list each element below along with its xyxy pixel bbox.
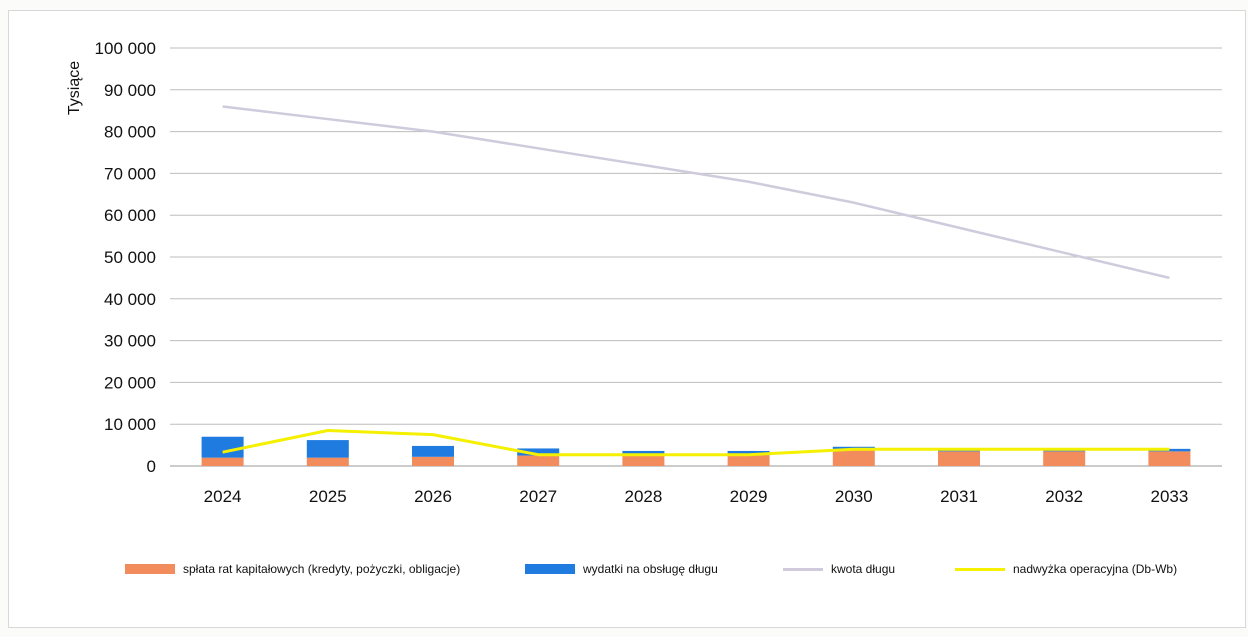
x-tick-label: 2027 xyxy=(519,487,557,506)
legend-item-operating-surplus: nadwyżka operacyjna (Db-Wb) xyxy=(955,562,1177,576)
y-axis-title: Tysiące xyxy=(66,61,83,115)
y-tick-label: 40 000 xyxy=(104,290,156,309)
bar-capital-repayment xyxy=(938,451,980,466)
y-tick-label: 60 000 xyxy=(104,206,156,225)
y-tick-label: 10 000 xyxy=(104,415,156,434)
x-tick-label: 2026 xyxy=(414,487,452,506)
bar-capital-repayment xyxy=(201,457,244,466)
bar-debt-service xyxy=(517,448,560,456)
bars-layer xyxy=(201,436,1191,466)
bar-capital-repayment xyxy=(517,455,560,466)
bar-capital-repayment xyxy=(306,457,349,466)
lines-layer xyxy=(222,105,1170,457)
x-tick-label: 2031 xyxy=(940,487,978,506)
legend-swatch-debt-amount xyxy=(783,567,823,571)
legend: spłata rat kapitałowych (kredyty, pożycz… xyxy=(0,562,1248,594)
legend-item-debt-service: wydatki na obsługę długu xyxy=(525,562,718,576)
line-debt-amount xyxy=(222,105,1170,280)
y-tick-label: 80 000 xyxy=(104,123,156,142)
bar-capital-repayment xyxy=(1043,451,1086,466)
legend-item-debt-amount: kwota długu xyxy=(783,562,895,576)
line-operating-surplus xyxy=(222,428,1170,457)
y-tick-label: 50 000 xyxy=(104,248,156,267)
grid-layer xyxy=(170,47,1222,467)
chart-frame xyxy=(8,10,1246,628)
y-tick-label: 100 000 xyxy=(95,39,156,58)
ticks-layer: 0 10 000 20 000 30 000 40 000 50 000 60 000 70 … xyxy=(95,39,1189,506)
bar-debt-service xyxy=(306,440,349,458)
bar-capital-repayment xyxy=(622,455,665,466)
bar-capital-repayment xyxy=(1148,451,1191,466)
legend-label-capital-repayment: spłata rat kapitałowych (kredyty, pożycz… xyxy=(183,562,461,576)
x-tick-label: 2033 xyxy=(1150,487,1188,506)
x-tick-label: 2025 xyxy=(309,487,347,506)
legend-swatch-debt-service xyxy=(525,564,575,574)
legend-item-capital-repayment: spłata rat kapitałowych (kredyty, pożycz… xyxy=(125,562,460,576)
x-tick-label: 2032 xyxy=(1045,487,1083,506)
x-tick-label: 2029 xyxy=(730,487,768,506)
bar-debt-service xyxy=(727,450,770,456)
legend-label-debt-service: wydatki na obsługę długu xyxy=(583,562,718,576)
bar-capital-repayment xyxy=(832,449,875,466)
legend-swatch-capital-repayment xyxy=(125,564,175,574)
legend-label-debt-amount: kwota długu xyxy=(831,562,896,576)
bar-capital-repayment xyxy=(412,456,454,466)
x-tick-label: 2030 xyxy=(835,487,873,506)
bar-debt-service xyxy=(201,436,244,458)
legend-label-operating-surplus: nadwyżka operacyjna (Db-Wb) xyxy=(1013,562,1178,576)
y-tick-label: 90 000 xyxy=(104,81,156,100)
legend-swatch-operating-surplus xyxy=(955,567,1005,571)
x-tick-label: 2024 xyxy=(204,487,242,506)
bar-debt-service xyxy=(412,445,454,457)
y-tick-label: 0 xyxy=(147,457,156,476)
y-tick-label: 30 000 xyxy=(104,332,156,351)
bar-capital-repayment xyxy=(727,455,770,466)
y-tick-label: 70 000 xyxy=(104,164,156,183)
y-tick-label: 20 000 xyxy=(104,373,156,392)
x-tick-label: 2028 xyxy=(624,487,662,506)
